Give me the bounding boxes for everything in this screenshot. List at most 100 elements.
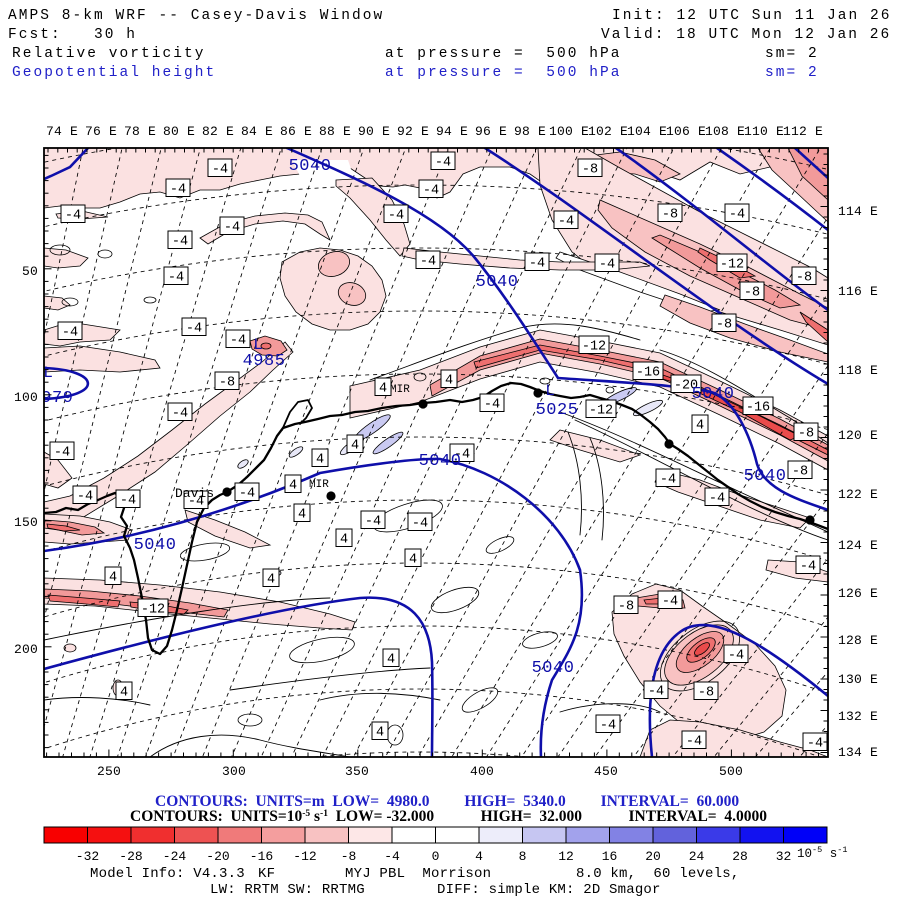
svg-text:-4: -4 [558, 215, 574, 230]
svg-text:-4: -4 [686, 735, 702, 750]
svg-text:10-5 s-1: 10-5 s-1 [797, 845, 847, 861]
svg-text:-8: -8 [716, 318, 732, 333]
svg-text:-12: -12 [589, 404, 613, 419]
svg-text:Relative vorticity: Relative vorticity [12, 46, 206, 62]
svg-text:78 E: 78 E [124, 124, 156, 139]
svg-text:16: 16 [602, 849, 618, 864]
svg-text:4: 4 [340, 533, 348, 548]
svg-text:4: 4 [475, 849, 483, 864]
svg-text:-4: -4 [662, 595, 678, 610]
svg-text:-4: -4 [172, 235, 188, 250]
svg-text:106 E: 106 E [666, 124, 706, 139]
svg-text:5040: 5040 [532, 659, 575, 678]
svg-text:-20: -20 [206, 849, 229, 864]
svg-text:-12: -12 [141, 603, 165, 618]
svg-text:74 E: 74 E [46, 124, 78, 139]
svg-text:98 E: 98 E [514, 124, 546, 139]
svg-text:-4: -4 [454, 448, 470, 463]
svg-text:-4: -4 [420, 255, 436, 270]
svg-text:5040: 5040 [744, 467, 787, 486]
svg-text:400: 400 [470, 764, 494, 779]
svg-text:-16: -16 [250, 849, 273, 864]
svg-text:-8: -8 [341, 849, 357, 864]
svg-text:96 E: 96 E [475, 124, 507, 139]
svg-text:L: L [253, 336, 263, 354]
svg-text:-8: -8 [219, 376, 235, 391]
svg-text:-12: -12 [720, 258, 744, 273]
svg-text:-16: -16 [746, 401, 770, 416]
svg-text:-8: -8 [798, 427, 814, 442]
svg-text:4: 4 [316, 453, 324, 468]
svg-text:4: 4 [409, 553, 417, 568]
svg-text:at pressure = 500 hPa: at pressure = 500 hPa [385, 46, 622, 62]
svg-text:4: 4 [376, 726, 384, 741]
svg-text:4985: 4985 [243, 352, 286, 371]
svg-text:132 E: 132 E [838, 709, 878, 724]
svg-text:-4: -4 [435, 156, 451, 171]
svg-text:124 E: 124 E [838, 538, 878, 553]
svg-text:-8: -8 [796, 271, 812, 286]
svg-text:250: 250 [97, 764, 121, 779]
svg-text:4: 4 [696, 419, 704, 434]
svg-text:130 E: 130 E [838, 672, 878, 687]
svg-text:5025: 5025 [536, 401, 579, 420]
svg-text:88 E: 88 E [319, 124, 351, 139]
svg-text:-8: -8 [792, 465, 808, 480]
svg-text:4: 4 [351, 439, 359, 454]
svg-text:5040: 5040 [289, 157, 332, 176]
svg-text:sm= 2: sm= 2 [765, 46, 819, 62]
svg-text:120 E: 120 E [838, 428, 878, 443]
svg-text:-4: -4 [800, 560, 816, 575]
svg-text:118 E: 118 E [838, 363, 878, 378]
svg-text:200: 200 [14, 642, 38, 657]
svg-text:4979: 4979 [31, 389, 74, 408]
svg-text:MYJ PBL Morrison: MYJ PBL Morrison [345, 866, 491, 882]
svg-text:86 E: 86 E [280, 124, 312, 139]
svg-text:4: 4 [289, 479, 297, 494]
svg-text:128 E: 128 E [838, 633, 878, 648]
svg-text:-12: -12 [293, 849, 316, 864]
svg-text:5040: 5040 [692, 385, 735, 404]
svg-text:AMPS 8-km WRF -- Casey-Davis W: AMPS 8-km WRF -- Casey-Davis Window [8, 8, 384, 24]
svg-text:104 E: 104 E [627, 124, 667, 139]
svg-text:-4: -4 [62, 326, 78, 341]
svg-text:8: 8 [519, 849, 527, 864]
svg-text:-8: -8 [698, 686, 714, 701]
svg-text:110 E: 110 E [744, 124, 784, 139]
svg-text:500: 500 [719, 764, 743, 779]
svg-text:at pressure = 500 hPa: at pressure = 500 hPa [385, 65, 622, 81]
svg-text:50: 50 [22, 264, 38, 279]
svg-text:-4: -4 [224, 221, 240, 236]
svg-text:MIR: MIR [309, 479, 329, 491]
svg-text:4: 4 [120, 686, 128, 701]
svg-text:MIR: MIR [390, 384, 410, 396]
svg-text:-28: -28 [119, 849, 142, 864]
svg-text:-4: -4 [423, 184, 439, 199]
svg-text:-4: -4 [529, 257, 545, 272]
svg-text:20: 20 [645, 849, 661, 864]
svg-text:5040: 5040 [134, 536, 177, 555]
svg-text:-4: -4 [600, 719, 616, 734]
svg-text:4: 4 [109, 571, 117, 586]
svg-text:-4: -4 [388, 209, 404, 224]
svg-text:Model Info: V4.3.3: Model Info: V4.3.3 [90, 866, 245, 882]
svg-text:-16: -16 [636, 366, 660, 381]
svg-text:4: 4 [379, 382, 387, 397]
svg-text:102 E: 102 E [588, 124, 628, 139]
svg-text:12: 12 [558, 849, 574, 864]
svg-text:-4: -4 [412, 517, 428, 532]
svg-text:116 E: 116 E [838, 284, 878, 299]
svg-text:4: 4 [445, 374, 453, 389]
svg-text:-4: -4 [807, 737, 823, 752]
svg-text:350: 350 [345, 764, 369, 779]
svg-text:94 E: 94 E [436, 124, 468, 139]
svg-text:100: 100 [14, 390, 38, 405]
svg-text:4: 4 [298, 508, 306, 523]
svg-text:-4: -4 [599, 258, 615, 273]
svg-text:Geopotential height: Geopotential height [12, 65, 216, 81]
svg-text:-4: -4 [728, 649, 744, 664]
svg-text:Davis: Davis [175, 486, 214, 501]
svg-text:122 E: 122 E [838, 487, 878, 502]
svg-text:108 E: 108 E [705, 124, 745, 139]
svg-text:KF: KF [258, 866, 275, 882]
